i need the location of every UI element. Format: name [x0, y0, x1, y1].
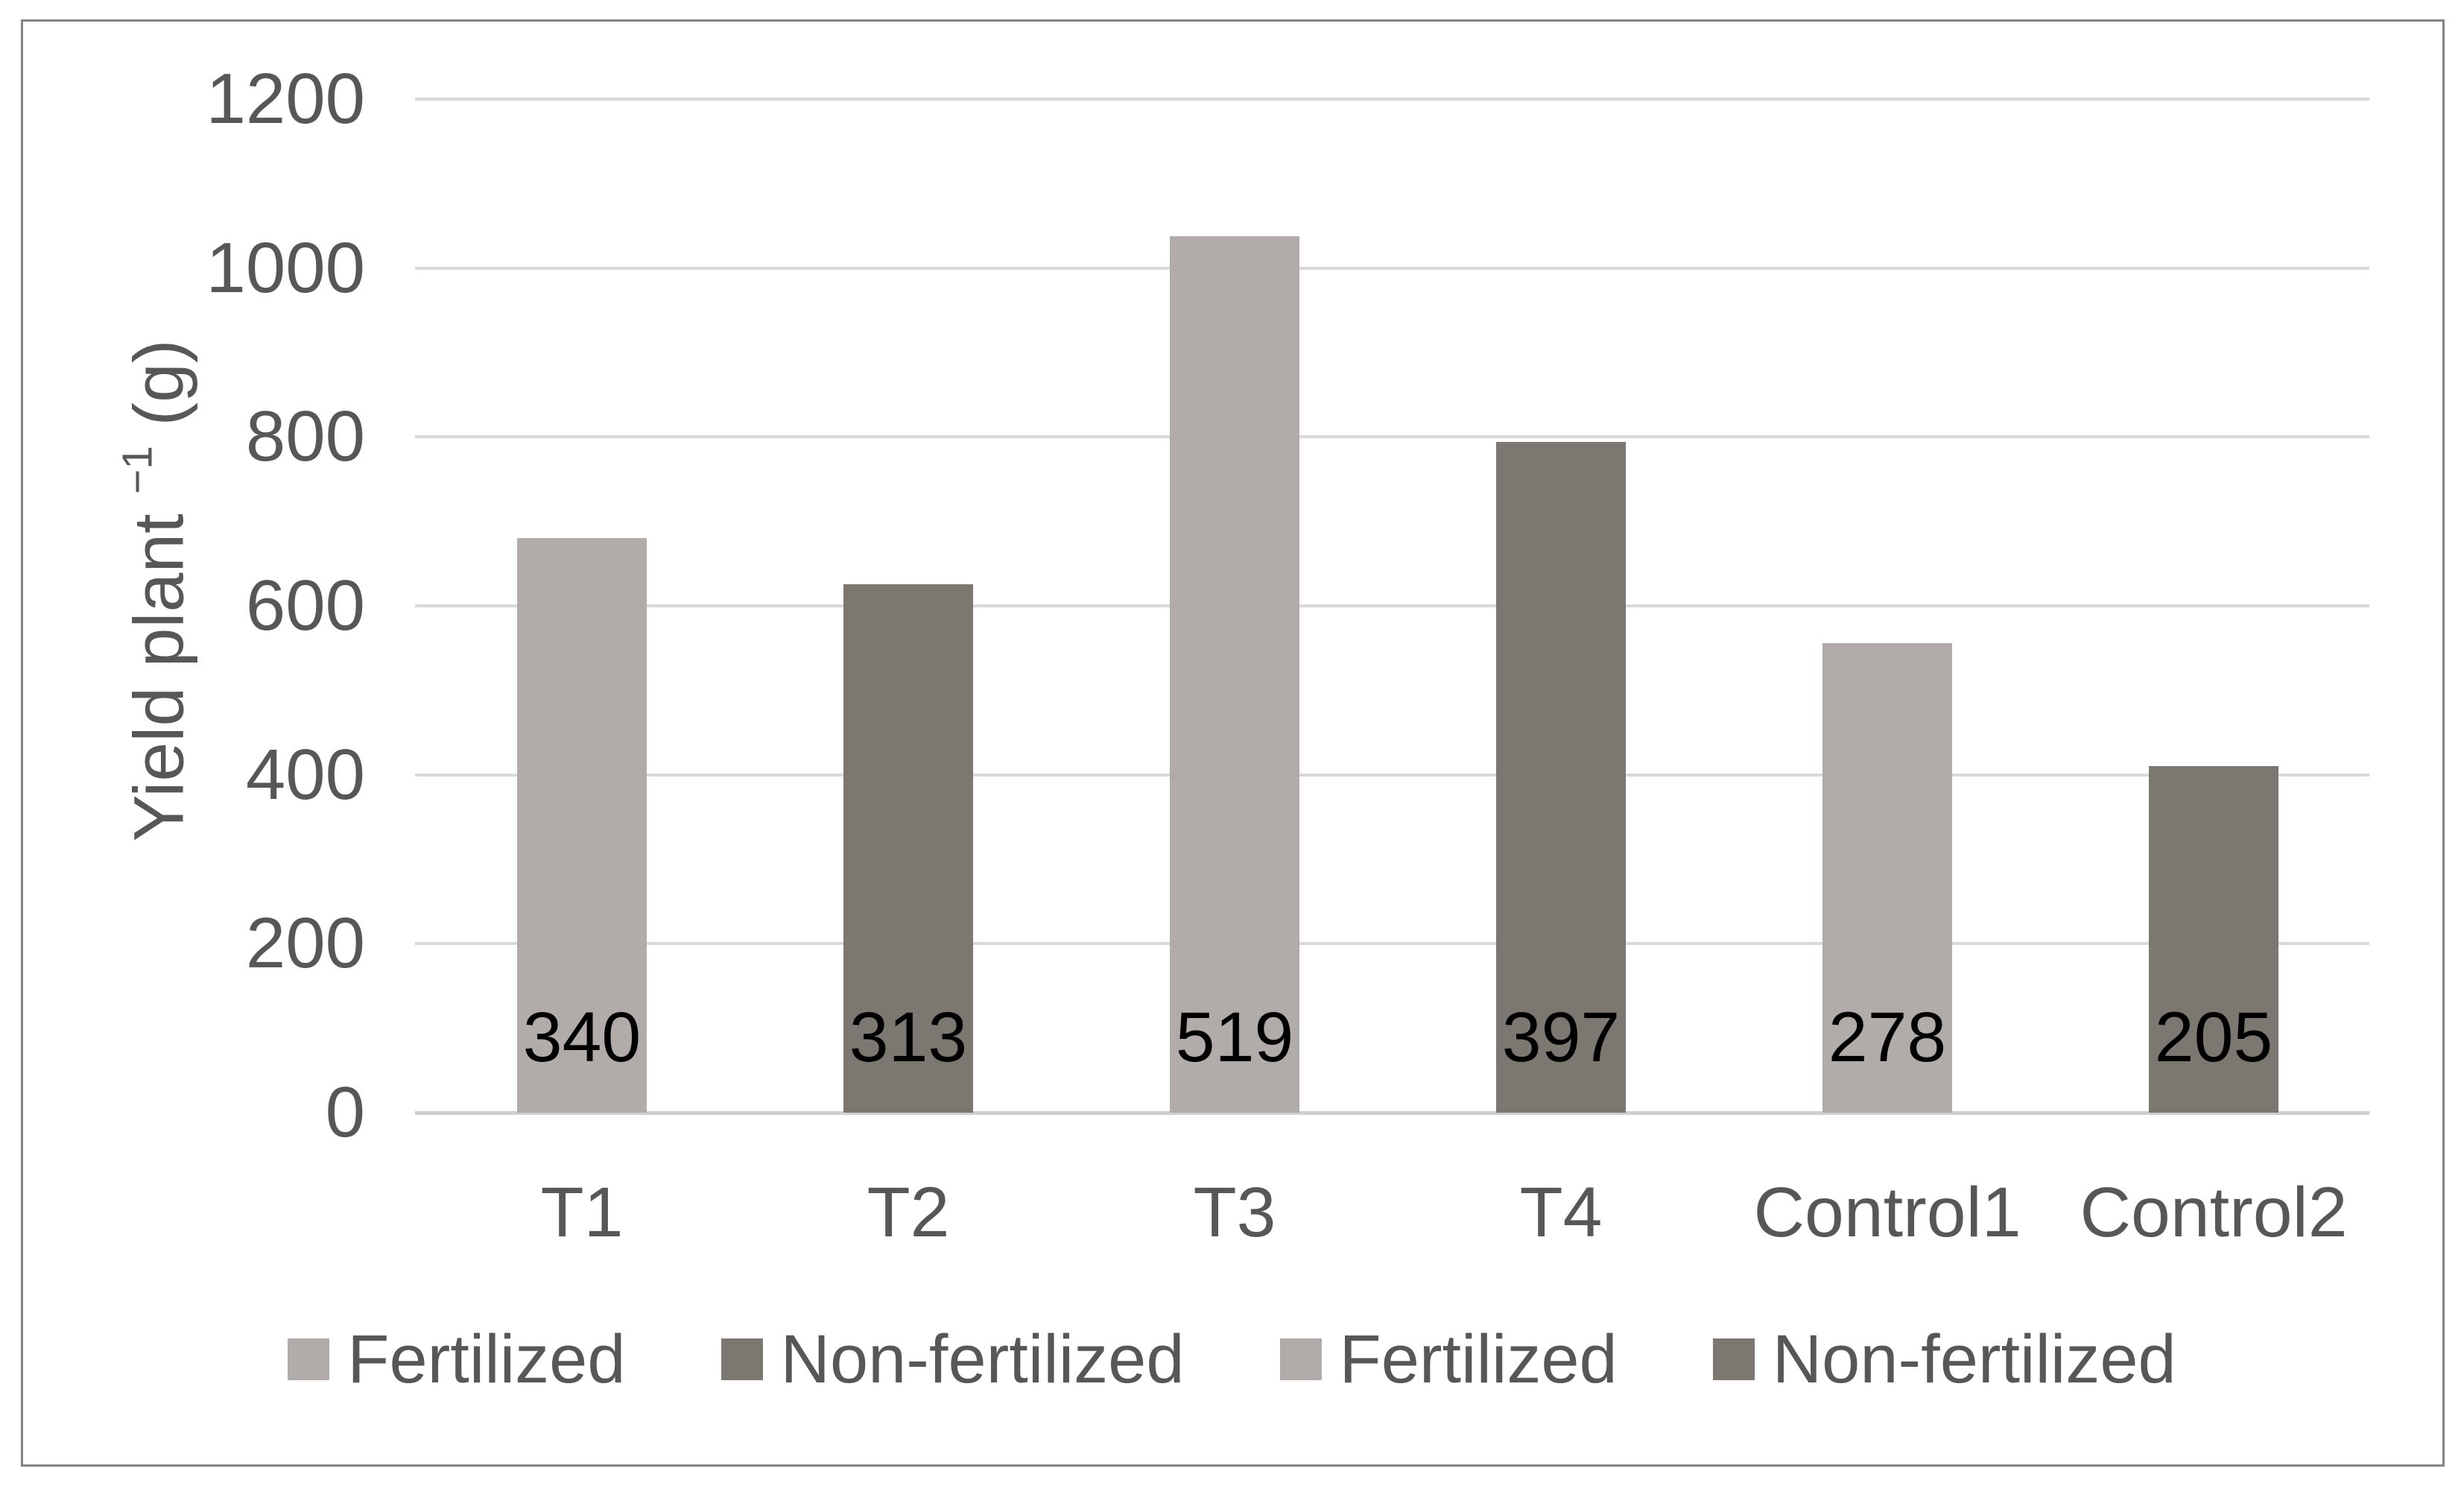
legend-item: Fertilized [288, 1321, 626, 1399]
bar [517, 538, 647, 1113]
x-axis-label: T1 [540, 1173, 624, 1252]
y-tick-label: 0 [325, 1072, 365, 1152]
legend-swatch-icon [720, 1338, 763, 1380]
gridline [415, 267, 2369, 270]
legend-swatch-icon [1279, 1338, 1322, 1380]
y-tick-label: 800 [245, 396, 365, 476]
y-tick-label: 600 [245, 566, 365, 645]
x-axis-label: T4 [1519, 1173, 1603, 1252]
bar-value-label: 340 [522, 998, 642, 1077]
legend-item: Non-fertilized [720, 1321, 1185, 1399]
x-axis-label: T2 [867, 1173, 950, 1252]
x-axis-label: Control1 [1753, 1173, 2021, 1252]
gridline [415, 604, 2369, 607]
bar [1496, 442, 1626, 1113]
y-tick-label: 400 [245, 735, 365, 815]
y-tick-label: 200 [245, 903, 365, 983]
legend-swatch-icon [288, 1338, 330, 1380]
legend-label: Fertilized [347, 1321, 626, 1397]
bar [2149, 766, 2278, 1113]
gridline [415, 98, 2369, 101]
y-tick-label: 1200 [206, 59, 365, 139]
legend-item: Non-fertilized [1712, 1321, 2176, 1399]
legend-label: Non-fertilized [780, 1321, 1185, 1397]
gridline [415, 942, 2369, 945]
legend-label: Non-fertilized [1772, 1321, 2176, 1397]
bar-value-label: 278 [1828, 998, 1947, 1077]
gridline [415, 774, 2369, 777]
bar-value-label: 519 [1175, 998, 1294, 1077]
y-tick-label: 1000 [206, 228, 365, 308]
legend-swatch-icon [1712, 1338, 1755, 1380]
bar-value-label: 313 [849, 998, 968, 1077]
x-axis-label: T3 [1193, 1173, 1276, 1252]
bar-value-label: 397 [1501, 998, 1621, 1077]
bar [1822, 643, 1952, 1113]
bar [1170, 236, 1299, 1113]
legend-label: Fertilized [1339, 1321, 1618, 1397]
legend: Fertilized Non-fertilized Fertilized Non-fe… [0, 1318, 2464, 1401]
bar [843, 584, 973, 1113]
x-axis-baseline [415, 1111, 2369, 1115]
legend-item: Fertilized [1279, 1321, 1618, 1399]
gridline [415, 435, 2369, 438]
bar-value-label: 205 [2154, 998, 2273, 1077]
x-axis-label: Control2 [2080, 1173, 2348, 1252]
